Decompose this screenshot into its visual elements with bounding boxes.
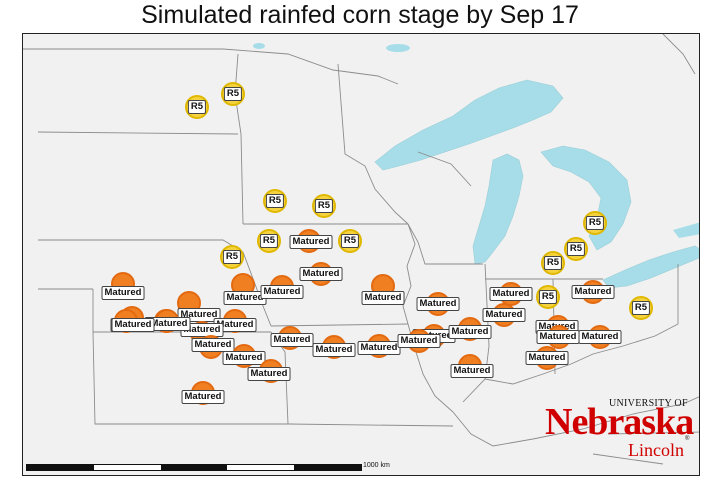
matured-label: Matured <box>260 285 304 299</box>
matured-label: Matured <box>489 287 533 301</box>
logo-lincoln-text: Lincoln <box>628 440 684 460</box>
scale-bar-label: 1000 km <box>363 462 390 469</box>
scale-bar-segment <box>227 465 295 470</box>
r5-label: R5 <box>340 234 360 248</box>
logo-registered-mark: ® <box>685 436 690 442</box>
lake-erie <box>602 245 699 289</box>
matured-label: Matured <box>361 291 405 305</box>
r5-label: R5 <box>222 250 242 264</box>
matured-label: Matured <box>111 318 155 332</box>
matured-label: Matured <box>525 351 569 365</box>
lake-small <box>386 44 410 52</box>
r5-label: R5 <box>631 301 651 315</box>
scale-bar <box>26 464 362 471</box>
matured-label: Matured <box>536 330 580 344</box>
r5-label: R5 <box>543 256 563 270</box>
lake-superior <box>374 79 564 171</box>
r5-label: R5 <box>566 242 586 256</box>
r5-label: R5 <box>585 216 605 230</box>
matured-label: Matured <box>357 341 401 355</box>
r5-label: R5 <box>538 290 558 304</box>
matured-label: Matured <box>450 364 494 378</box>
state-borders <box>23 34 699 465</box>
logo-nebraska-text: Nebraska <box>545 401 694 443</box>
map-title: Simulated rainfed corn stage by Sep 17 <box>141 1 579 29</box>
matured-label: Matured <box>416 297 460 311</box>
matured-label: Matured <box>571 285 615 299</box>
map-area: R5 R5 R5 R5 R5 R5 R5 R5 R5 R5 R5 R5 Matured Matured Ma… <box>22 33 700 476</box>
scale-bar-segment <box>27 465 94 470</box>
scale-bar-segment <box>160 465 228 470</box>
lake-ontario <box>673 222 699 238</box>
matured-label: Matured <box>191 338 235 352</box>
r5-label: R5 <box>265 194 285 208</box>
matured-label: Matured <box>312 343 356 357</box>
matured-label: Matured <box>147 317 191 331</box>
matured-label: Matured <box>101 286 145 300</box>
matured-label: Matured <box>289 235 333 249</box>
r5-label: R5 <box>259 234 279 248</box>
matured-label: Matured <box>482 308 526 322</box>
scale-bar-segment <box>294 465 361 470</box>
lake-michigan <box>472 153 524 265</box>
r5-label: R5 <box>187 100 207 114</box>
matured-label: Matured <box>247 367 291 381</box>
matured-label: Matured <box>270 333 314 347</box>
logo-university-text: UNIVERSITY OF <box>609 398 688 409</box>
lake-small <box>253 43 265 49</box>
matured-label: Matured <box>299 267 343 281</box>
matured-label: Matured <box>222 351 266 365</box>
university-logo: UNIVERSITY OF Nebraska ® Lincoln <box>545 398 695 462</box>
scale-bar-segment <box>93 465 161 470</box>
matured-label: Matured <box>397 334 441 348</box>
lake-huron <box>540 145 632 251</box>
r5-label: R5 <box>314 199 334 213</box>
matured-label: Matured <box>578 330 622 344</box>
matured-label: Matured <box>448 325 492 339</box>
matured-label: Matured <box>181 390 225 404</box>
r5-label: R5 <box>223 87 243 101</box>
